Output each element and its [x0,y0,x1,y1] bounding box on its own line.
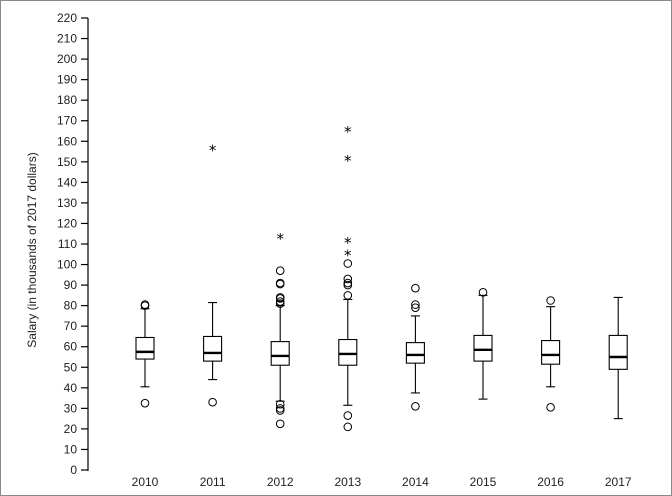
box-2012: * [270,230,290,429]
y-tick-label: 120 [57,216,77,230]
x-axis-labels: 2010 2011 2012 2013 2014 2015 2016 2017 [132,475,632,489]
y-axis-label: Salary (in thousands of 2017 dollars) [25,152,39,347]
outlier-point [343,280,353,290]
box-series: ****** [135,123,628,432]
x-tick-label: 2015 [470,475,497,489]
extreme-point: * [344,246,352,264]
x-tick-label: 2010 [132,475,159,489]
y-axis-ticks: 0 10 20 30 40 50 60 70 80 90 100 110 120 130 140 150 160… [57,11,88,477]
box-iqr [541,340,561,365]
box-iqr [473,334,493,362]
outlier-point [343,291,353,300]
extreme-point: * [276,230,284,248]
outlier-point [275,293,285,302]
y-tick-label: 110 [58,237,77,251]
y-tick-label: 170 [57,114,77,128]
outlier-point [343,411,353,420]
outlier-point [411,300,420,309]
outlier-point [343,422,353,432]
outlier-point [275,406,285,415]
outlier-point [140,398,150,408]
box-2015 [473,287,493,400]
box-iqr [338,338,358,366]
box-2017 [608,296,628,420]
y-tick-label: 30 [64,401,78,415]
y-tick-label: 90 [64,278,78,292]
y-tick-label: 130 [57,196,77,210]
x-tick-label: 2016 [537,475,564,489]
box-2013: **** [338,123,358,432]
y-tick-label: 140 [57,175,77,189]
y-tick-label: 60 [64,340,78,354]
outlier-point [411,303,420,312]
x-tick-label: 2011 [200,475,226,489]
outlier-point [208,397,217,407]
x-tick-label: 2014 [402,475,429,489]
y-tick-label: 0 [70,463,77,477]
outlier-point [275,297,285,306]
y-tick-label: 220 [57,11,77,25]
extreme-point: * [344,152,352,170]
y-tick-label: 100 [57,258,77,272]
outlier-point [546,403,555,412]
y-tick-label: 160 [57,134,77,148]
box-2014 [405,283,425,411]
y-tick-label: 150 [57,155,77,169]
x-tick-label: 2013 [334,475,361,489]
outlier-point [275,404,285,413]
y-tick-label: 200 [57,52,77,66]
y-tick-label: 180 [57,93,77,107]
box-2010 [135,300,155,408]
y-tick-label: 10 [64,442,78,456]
outlier-point [275,266,285,276]
outlier-point [140,300,150,309]
y-tick-label: 210 [57,32,77,46]
outlier-point [343,274,353,284]
outlier-point [411,283,420,293]
box-2016 [541,296,561,412]
y-tick-label: 20 [64,422,78,436]
outlier-point [275,278,285,288]
extreme-point: * [209,141,217,159]
box-iqr [608,334,628,370]
extreme-point: * [344,123,352,141]
x-tick-label: 2012 [267,475,294,489]
x-tick-label: 2017 [605,475,632,489]
y-tick-label: 40 [64,381,78,395]
outlier-point [546,296,555,305]
box-iqr [270,341,290,366]
box-iqr [405,342,425,364]
box-2011: * [203,141,223,407]
outlier-point [275,419,285,429]
y-tick-label: 70 [64,319,78,333]
outlier-point [478,287,488,297]
y-tick-label: 50 [64,360,78,374]
outlier-point [411,402,420,411]
box-iqr [135,336,155,360]
outlier-point [343,259,353,268]
outlier-point [275,399,285,409]
y-tick-label: 190 [57,73,77,87]
box-iqr [203,335,223,362]
outlier-point [343,278,353,288]
y-tick-label: 80 [64,299,78,313]
extreme-point: * [344,234,352,252]
outlier-point [275,299,285,308]
